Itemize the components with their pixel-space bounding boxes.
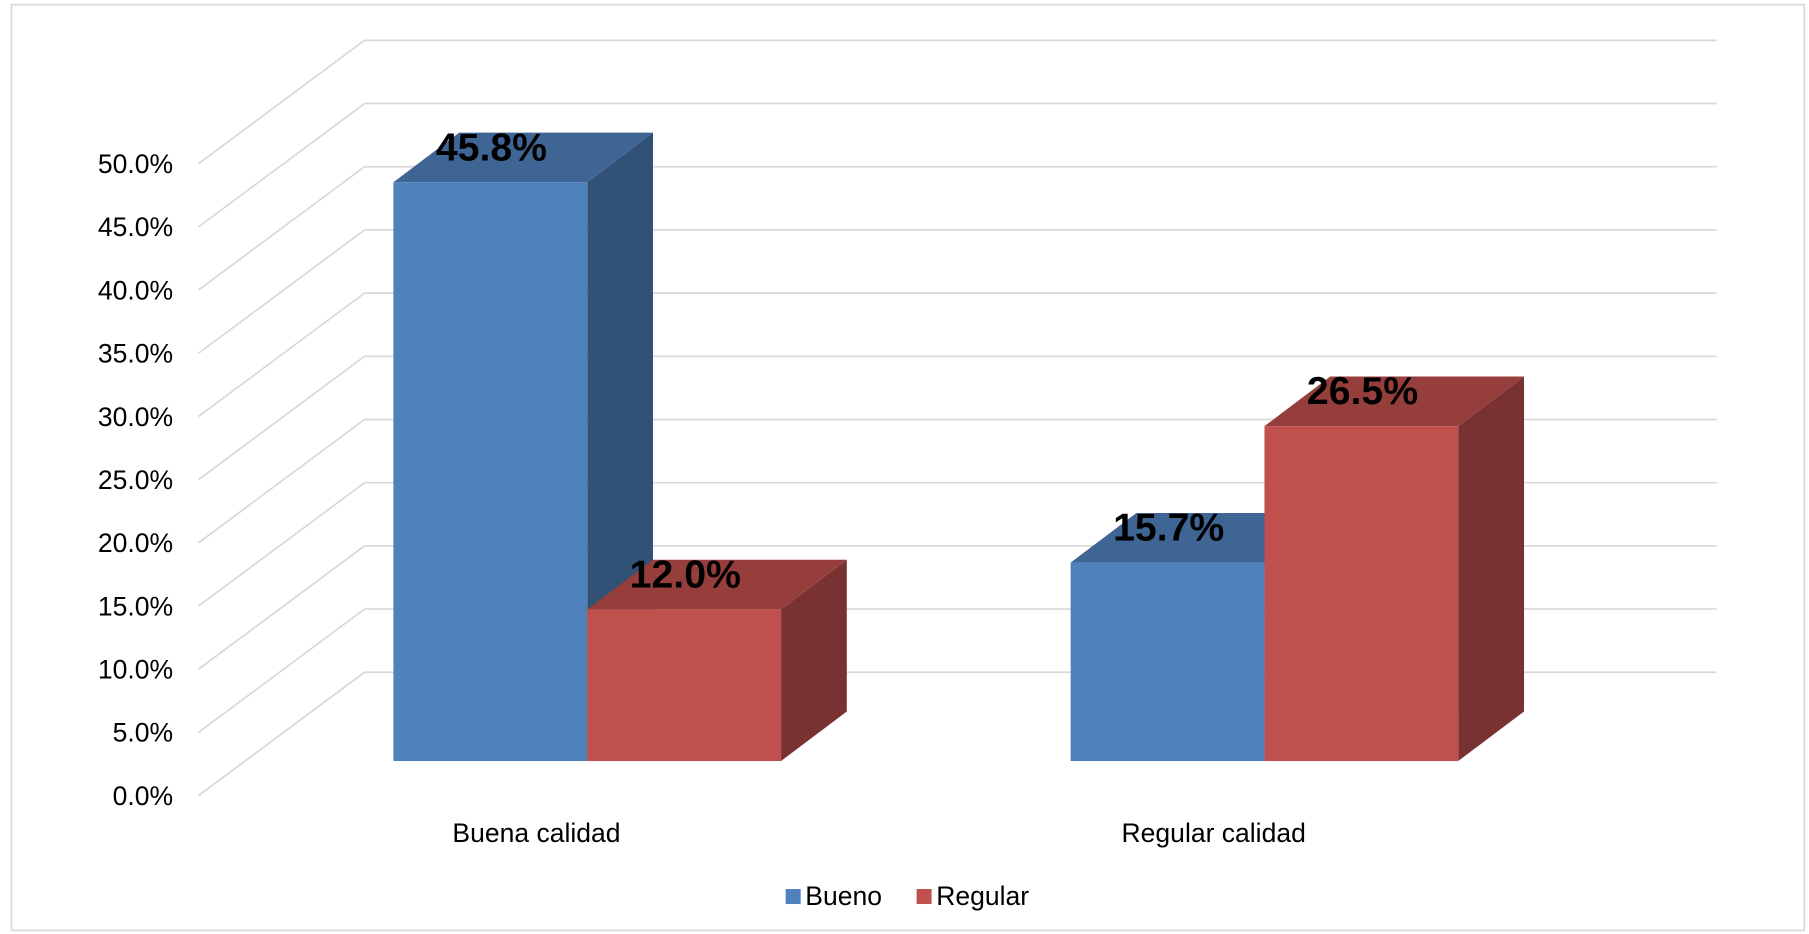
y-tick-label: 30.0% (98, 402, 173, 432)
bar-top (1264, 376, 1525, 427)
data-label: 15.7% (1113, 507, 1224, 550)
bar (1070, 562, 1265, 762)
bar-side (1458, 376, 1525, 762)
legend-label: Regular (936, 881, 1029, 911)
y-tick-label: 10.0% (98, 655, 173, 685)
data-label: 26.5% (1307, 370, 1418, 413)
grid-line-side (197, 166, 366, 291)
grid-line-side (197, 102, 366, 228)
y-tick-label: 5.0% (113, 718, 173, 748)
grid-line-side (197, 292, 366, 418)
bar-top (393, 132, 653, 183)
legend-label: Bueno (805, 881, 882, 911)
y-tick-label: 25.0% (98, 465, 173, 495)
legend-swatch (785, 889, 801, 905)
y-tick-label: 15.0% (98, 591, 173, 621)
y-tick-label: 50.0% (98, 149, 173, 179)
bar (393, 182, 588, 762)
legend-swatch (916, 889, 932, 905)
grid-line-side (197, 39, 366, 165)
grid-line-side (197, 355, 366, 481)
y-tick-label: 0.0% (113, 781, 173, 811)
y-tick-label: 20.0% (98, 528, 173, 558)
y-tick-label: 35.0% (98, 339, 173, 369)
grid-line-side (197, 229, 366, 354)
chart-border (10, 3, 1806, 932)
grid-line-side (197, 418, 366, 544)
grid-line-side (197, 671, 366, 797)
grid-line-side (197, 608, 366, 734)
bar (1264, 426, 1459, 762)
y-tick-label: 45.0% (98, 212, 173, 242)
x-tick-label: Buena calidad (452, 818, 620, 848)
bar (587, 609, 782, 762)
grid-line-side (197, 481, 366, 607)
bar-top (587, 559, 847, 610)
x-tick-label: Regular calidad (1122, 818, 1306, 848)
y-tick-label: 40.0% (98, 275, 173, 305)
grid-line-side (197, 545, 366, 670)
data-label: 45.8% (436, 126, 547, 169)
data-label: 12.0% (630, 553, 741, 596)
bar-side (781, 559, 847, 762)
